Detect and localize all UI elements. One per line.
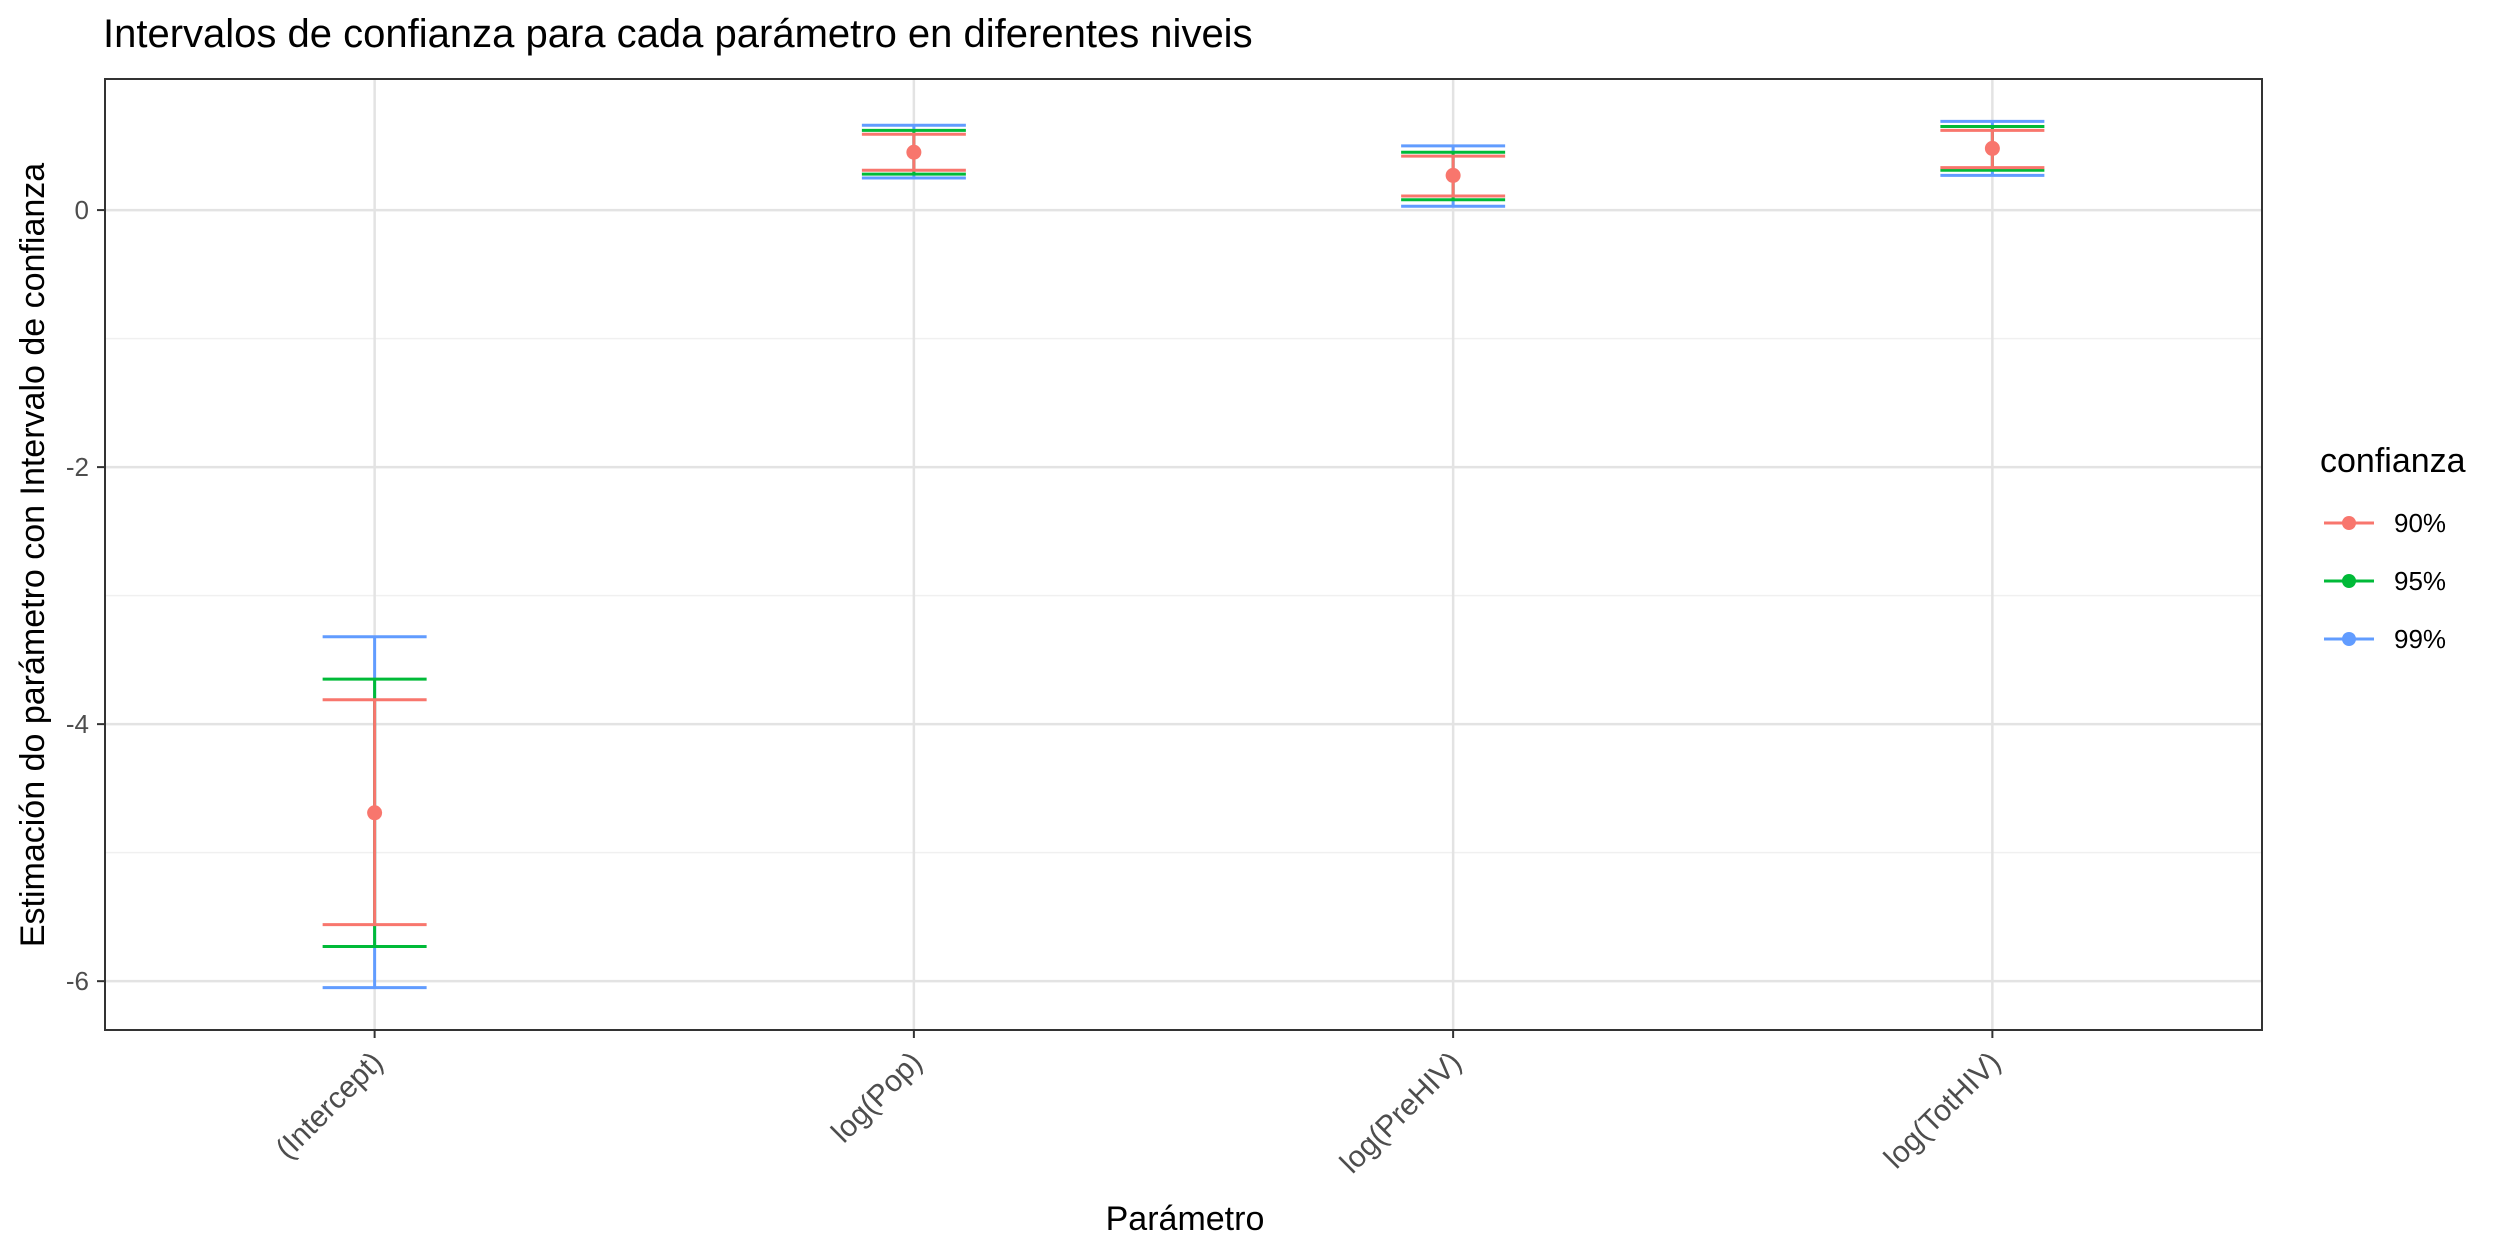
estimate-point [1445, 167, 1461, 183]
x-axis-title: Parámetro [1106, 1200, 1265, 1238]
legend-title: confianza [2320, 442, 2466, 480]
series-90pct [322, 128, 2045, 927]
legend-key-point [2342, 632, 2356, 646]
x-tick-label: log(Pop) [825, 1046, 929, 1150]
chart-title: Intervalos de confianza para cada paráme… [103, 12, 1253, 56]
estimate-point [367, 805, 383, 821]
legend-key-point [2342, 516, 2356, 530]
plot-panel: -6 -4 -2 0 (Intercept) log(Pop) log(PreHIV) log… [66, 78, 2263, 1180]
y-axis-title: Estimación do parámetro con Intervalo de… [14, 163, 52, 947]
estimate-point [906, 144, 922, 160]
legend-key-point [2342, 574, 2356, 588]
x-tick-label: (Intercept) [270, 1046, 390, 1166]
y-tick-label: 0 [75, 195, 89, 225]
x-tick-label: log(PreHIV) [1334, 1046, 1468, 1180]
x-tick-label: log(TotHIV) [1878, 1046, 2007, 1175]
legend: confianza 90% 95% 99% [2320, 442, 2466, 654]
estimate-point [1984, 140, 2000, 156]
panel-border [104, 78, 2263, 1031]
legend-label: 95% [2394, 566, 2446, 596]
y-tick-label: -6 [66, 966, 89, 996]
panel-background [105, 79, 2262, 1030]
y-tick-label: -4 [66, 709, 89, 739]
y-tick-label: -2 [66, 452, 89, 482]
legend-label: 90% [2394, 508, 2446, 538]
legend-label: 99% [2394, 624, 2446, 654]
